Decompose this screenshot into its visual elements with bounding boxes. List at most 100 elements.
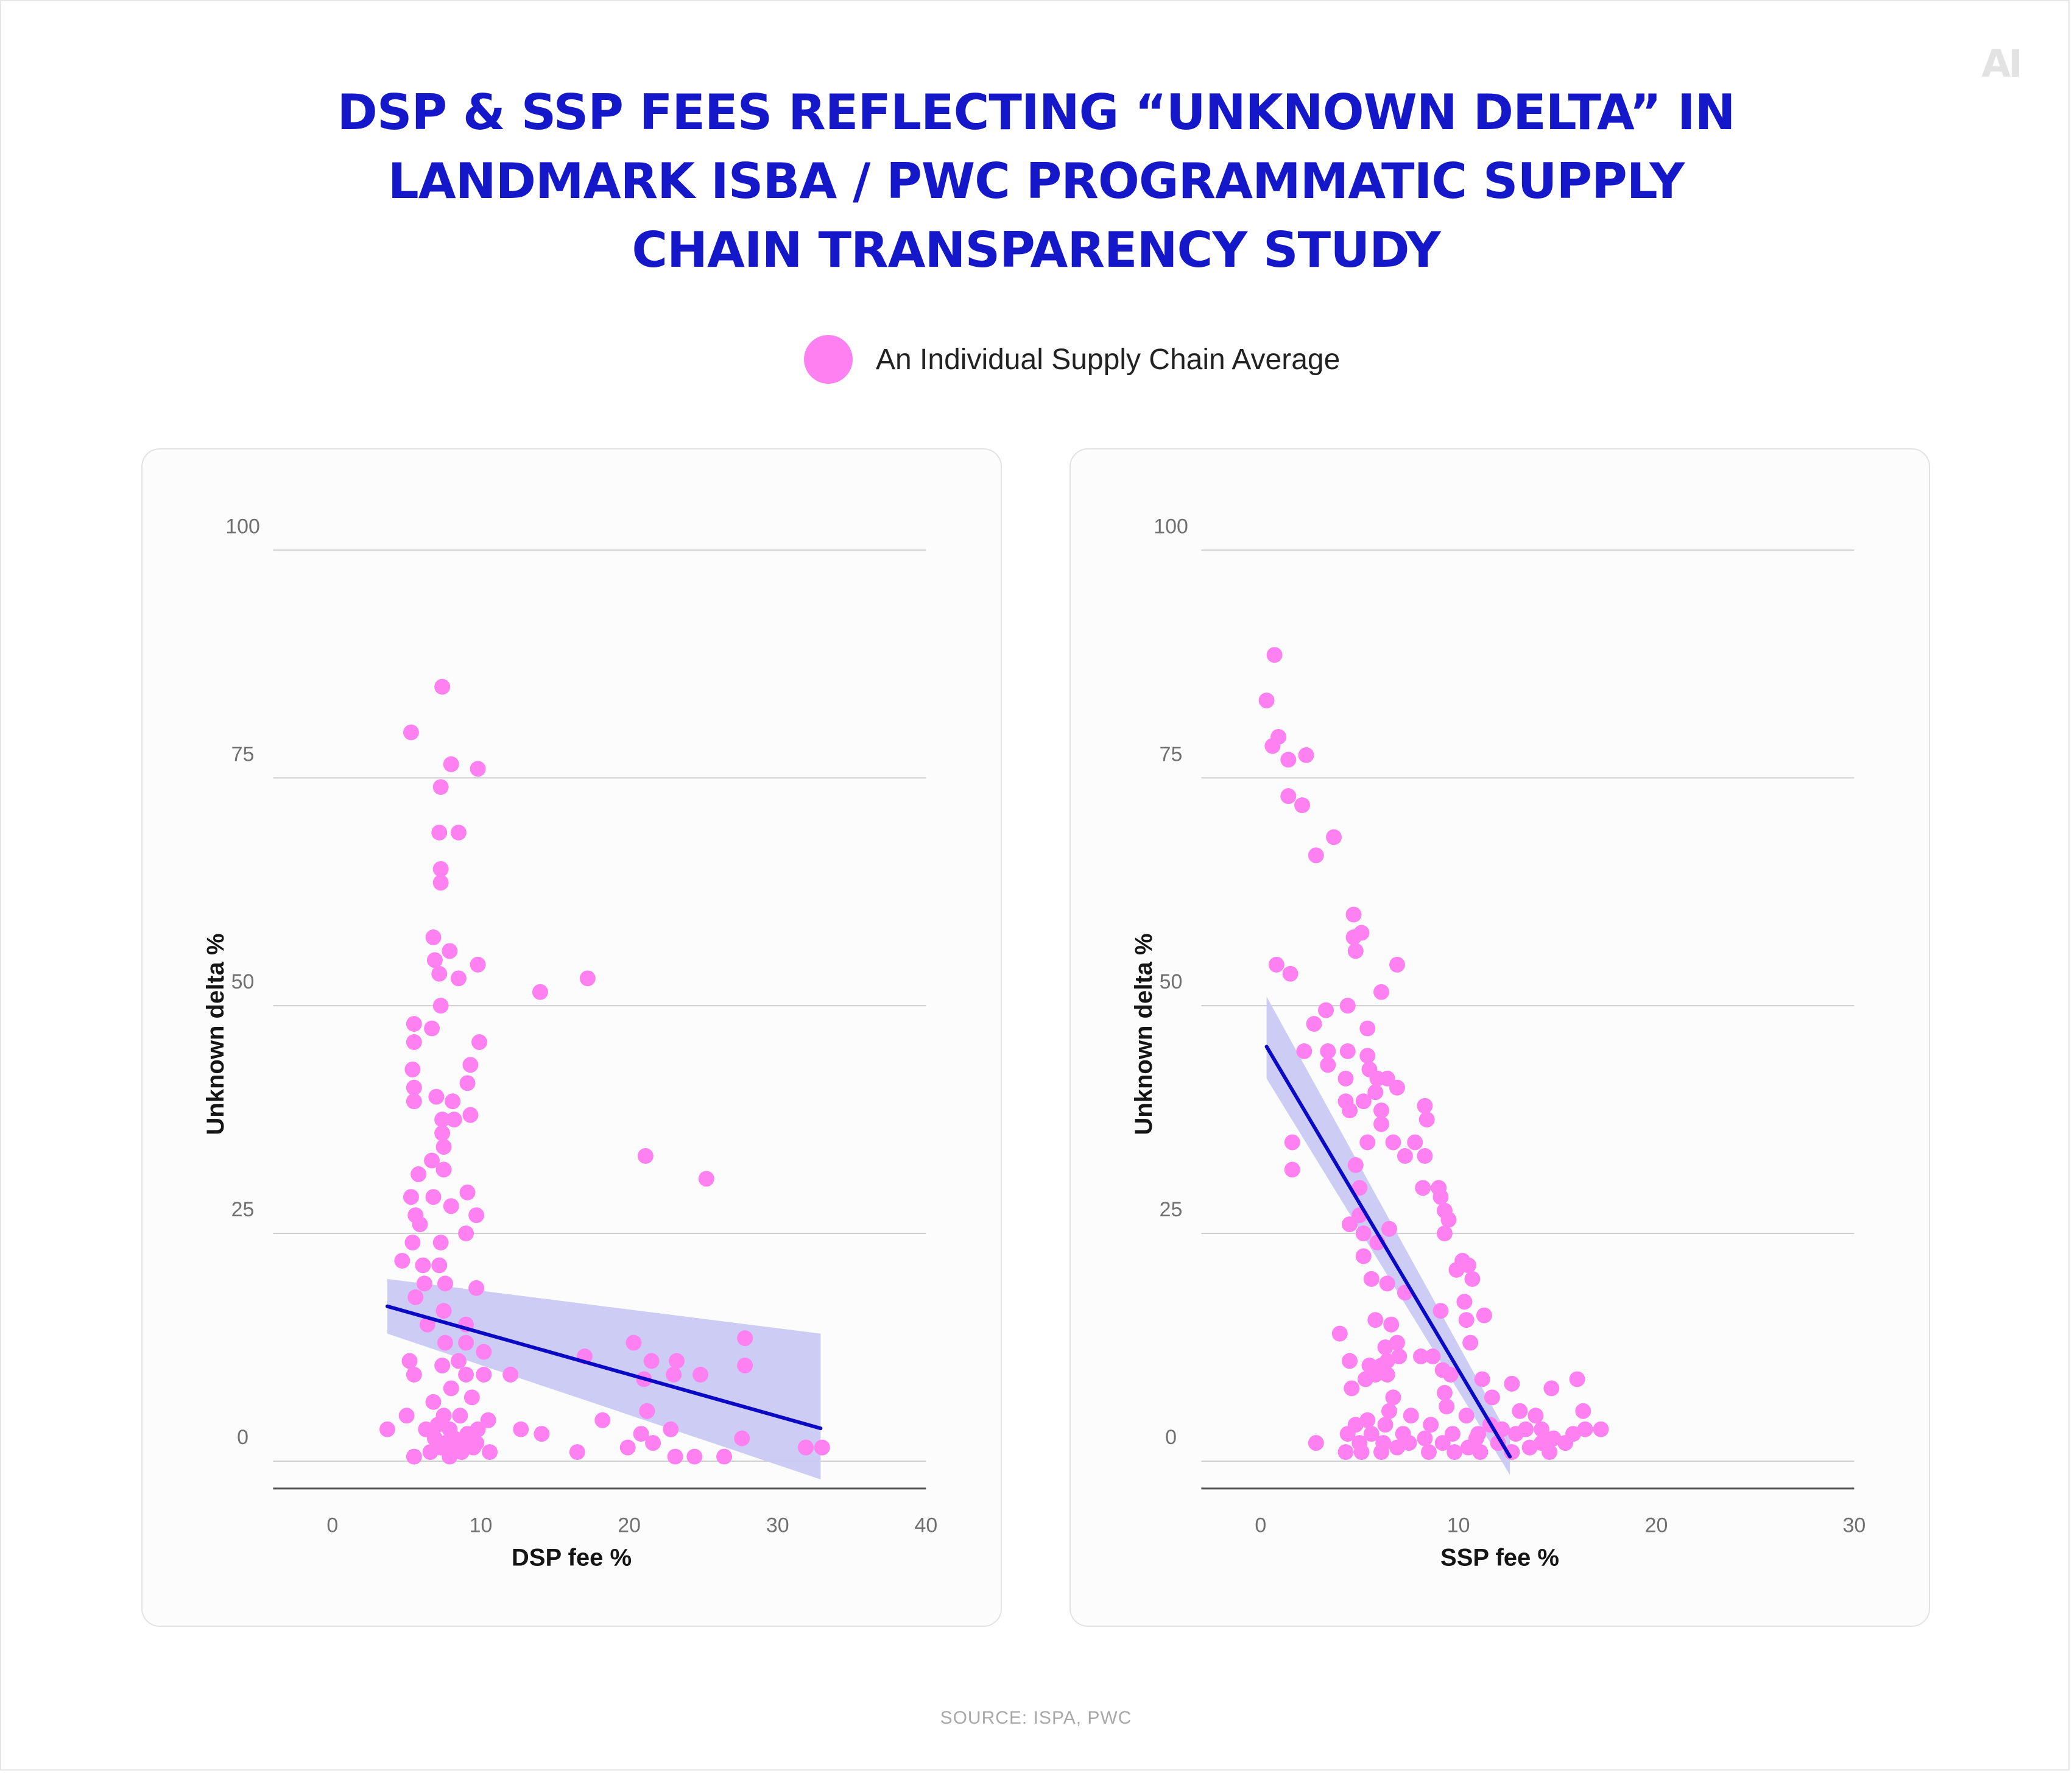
data-point (424, 1020, 440, 1037)
y-tick-label: 50 (1160, 970, 1183, 993)
data-point (1569, 1371, 1585, 1387)
data-point (1339, 1426, 1356, 1442)
x-tick-label: 30 (1842, 1514, 1866, 1537)
data-point (1359, 1048, 1376, 1064)
data-point (1460, 1439, 1476, 1456)
data-point (1447, 1444, 1463, 1461)
data-point (406, 1034, 422, 1050)
data-point (435, 1161, 452, 1178)
y-tick-label: 0 (237, 1426, 248, 1449)
data-point (1345, 929, 1362, 945)
ssp-scatter-plot: 0 25 50 75 100 0 10 20 30 (1154, 515, 1866, 1537)
data-point (1363, 1426, 1380, 1442)
data-point (1462, 1334, 1479, 1351)
data-point (452, 1408, 468, 1424)
y-tick-label: 0 (1165, 1426, 1177, 1449)
data-point (432, 1235, 449, 1251)
data-point (1472, 1444, 1489, 1461)
data-point (1432, 1303, 1449, 1319)
data-point (1381, 1403, 1397, 1419)
data-point (1460, 1257, 1476, 1274)
data-point (468, 1280, 485, 1296)
data-point (432, 861, 449, 877)
data-point (1308, 847, 1324, 864)
data-point (1326, 829, 1342, 845)
data-point (459, 1184, 476, 1200)
data-point (1577, 1421, 1593, 1437)
data-point (443, 1380, 459, 1397)
legend-label: An Individual Supply Chain Average (876, 343, 1341, 376)
data-point (734, 1430, 750, 1447)
data-point (737, 1330, 753, 1347)
data-point (432, 998, 449, 1014)
data-point (1389, 1079, 1405, 1096)
chart-legend: An Individual Supply Chain Average (804, 334, 1340, 385)
data-point (435, 1303, 452, 1319)
data-point (1474, 1371, 1490, 1387)
data-point (1528, 1408, 1544, 1424)
y-tick-label: 25 (1160, 1198, 1183, 1221)
data-point (406, 1079, 422, 1096)
x-tick-label: 10 (1447, 1514, 1470, 1537)
data-point (698, 1171, 714, 1187)
data-point (1521, 1439, 1538, 1456)
data-point (1339, 1043, 1356, 1059)
data-point (1282, 965, 1299, 982)
data-point (471, 1034, 487, 1050)
data-point (1296, 1043, 1313, 1059)
data-point (406, 1016, 422, 1032)
data-point (1318, 1002, 1334, 1018)
data-point (459, 1075, 476, 1091)
data-point (1373, 1444, 1389, 1461)
data-point (1377, 1417, 1394, 1433)
y-axis-label: Unknown delta % (1130, 933, 1157, 1135)
data-point (1306, 1016, 1322, 1032)
data-point (1391, 1348, 1408, 1364)
data-point (1593, 1421, 1609, 1437)
data-point (1280, 788, 1297, 805)
data-point (1440, 1211, 1457, 1228)
data-point (1389, 1439, 1405, 1456)
data-point (1448, 1261, 1465, 1278)
data-point (434, 679, 451, 695)
data-point (431, 965, 448, 982)
x-tick-label: 20 (618, 1514, 641, 1537)
data-point (686, 1448, 703, 1465)
data-point (406, 1093, 422, 1110)
data-point (425, 1394, 442, 1410)
data-point (1425, 1348, 1441, 1364)
trend-line (1264, 1045, 1512, 1459)
data-point (394, 1252, 411, 1269)
data-point (633, 1426, 649, 1442)
data-point (434, 1358, 451, 1373)
data-point (412, 1216, 428, 1233)
data-point (458, 1225, 474, 1242)
data-point (1389, 1334, 1405, 1351)
data-point (1504, 1375, 1520, 1392)
data-point (1420, 1444, 1437, 1461)
data-point (1381, 1221, 1397, 1237)
data-point (1464, 1271, 1481, 1287)
x-tick-label: 10 (470, 1514, 493, 1537)
data-point (452, 1439, 468, 1456)
data-point (445, 1093, 461, 1110)
data-point (534, 1426, 550, 1442)
data-point (426, 952, 443, 968)
data-point (437, 1275, 453, 1292)
ssp-chart-panel: 0 25 50 75 100 0 10 20 30 Unknown delta % SSP fe… (1069, 448, 1930, 1627)
data-point (458, 1366, 474, 1383)
data-point (1355, 1248, 1372, 1264)
y-axis-label: Unknown delta % (202, 933, 229, 1135)
data-point (1545, 1430, 1562, 1447)
data-point (1308, 1435, 1324, 1451)
data-point (1418, 1112, 1435, 1128)
data-point (432, 875, 449, 891)
data-point (407, 1289, 424, 1305)
data-point (1266, 647, 1283, 663)
data-point (1342, 1353, 1358, 1369)
data-point (1280, 752, 1297, 768)
x-axis-label: DSP fee % (511, 1544, 632, 1571)
data-point (666, 1366, 682, 1383)
data-point (1373, 984, 1389, 1000)
